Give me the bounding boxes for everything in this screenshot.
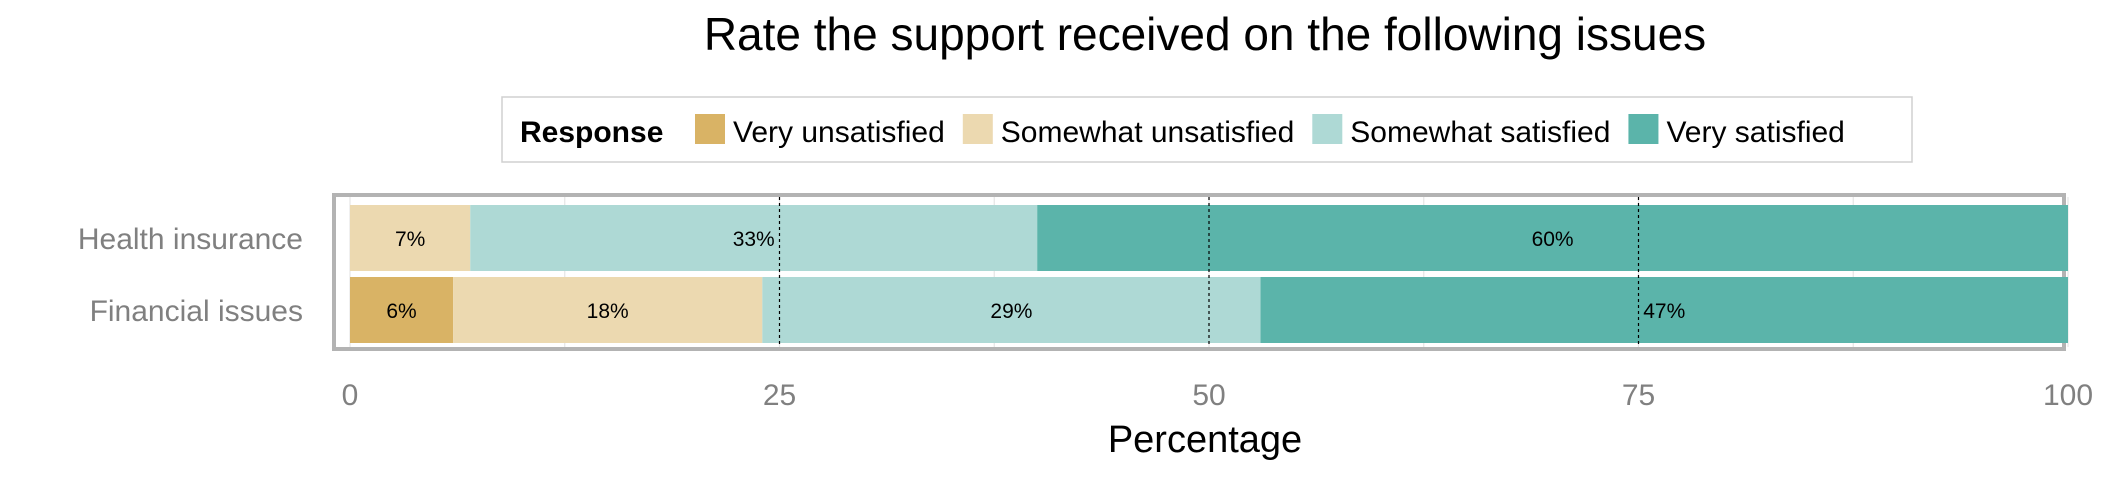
x-tick-label: 0 [342,379,359,412]
legend-label: Somewhat satisfied [1350,116,1610,149]
legend: Response Very unsatisfied Somewhat unsati… [501,96,1913,163]
x-tick-label: 100 [2043,379,2093,412]
bar-segment [350,205,471,271]
x-tick-label: 50 [1192,379,1225,412]
legend-label: Very satisfied [1666,116,1844,149]
bar-segment [1260,277,2068,343]
bar-data-label: 29% [990,300,1032,323]
bar-data-label: 7% [395,228,425,251]
bar-segment [762,277,1261,343]
bar-data-label: 60% [1532,228,1574,251]
chart-title: Rate the support received on the followi… [704,8,1706,60]
legend-key [695,114,725,144]
bar-segment [350,277,454,343]
reference-lines [778,197,1640,347]
legend-frame [501,96,1913,163]
category-labels: Health insurance Financial issues [78,223,303,328]
bar-data-label: 33% [733,228,775,251]
data-labels: 7% 33% 60% 6% 18% 29% 47% [386,228,1685,323]
panel-border [332,193,2066,351]
category-label: Health insurance [78,223,303,256]
bar-segment [453,277,763,343]
legend-key [1312,114,1343,144]
legend-key [962,114,993,144]
legend-title: Response [520,116,663,149]
bar-data-label: 47% [1643,300,1685,323]
legend-items: Very unsatisfied Somewhat unsatisfied Some… [695,114,1845,149]
bar-data-label: 6% [386,300,416,323]
legend-label: Very unsatisfied [733,116,945,149]
x-tick-label: 75 [1622,379,1655,412]
bar-data-label: 18% [587,300,629,323]
x-tick-label: 25 [763,379,796,412]
x-axis-title: Percentage [1108,419,1302,461]
category-label: Financial issues [90,295,303,328]
legend-key [1628,114,1659,144]
bar-segment [470,205,1038,271]
legend-label: Somewhat unsatisfied [1001,116,1295,149]
x-tick-labels: 0 25 50 75 100 [342,379,2093,412]
